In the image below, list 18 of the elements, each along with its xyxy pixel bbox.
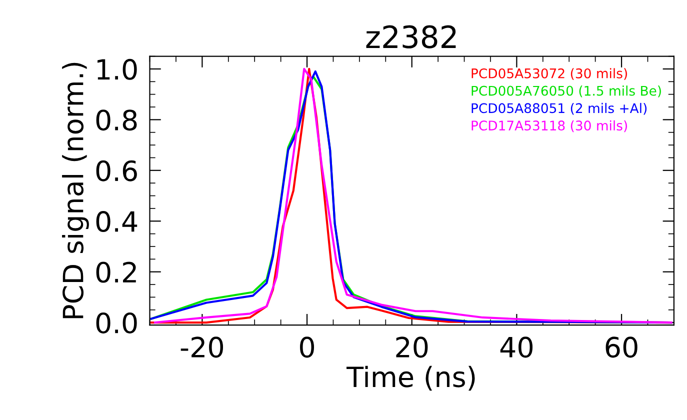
y-axis-title: PCD signal (norm.): [62, 62, 89, 318]
y-tick-label: 0.8: [96, 110, 137, 131]
text: PCD05A88051 (2 mils +Al): [472, 102, 647, 115]
chart-title: z2382: [366, 25, 456, 48]
y-tick-label: 0.2: [96, 262, 136, 283]
x-tick-label: 0: [300, 336, 314, 358]
x-tick-label: 20: [396, 336, 428, 358]
y-tick-label: 0.6: [96, 160, 137, 182]
x-axis-title: Time (ns): [346, 366, 475, 391]
x-tick-label: -20: [180, 336, 224, 358]
x-tick-label: 40: [500, 336, 533, 358]
y-tick-label: 0.0: [96, 312, 137, 334]
y-tick-label: 1.0: [98, 58, 137, 80]
x-tick-label: 60: [606, 336, 638, 358]
text: PCD005A76050 (1.5 mils Be): [472, 86, 661, 98]
text: PCD05A53072 (30 mils): [472, 68, 627, 80]
text: PCD17A53118 (30 mils): [472, 120, 627, 132]
y-tick-label: 0.4: [96, 211, 138, 232]
